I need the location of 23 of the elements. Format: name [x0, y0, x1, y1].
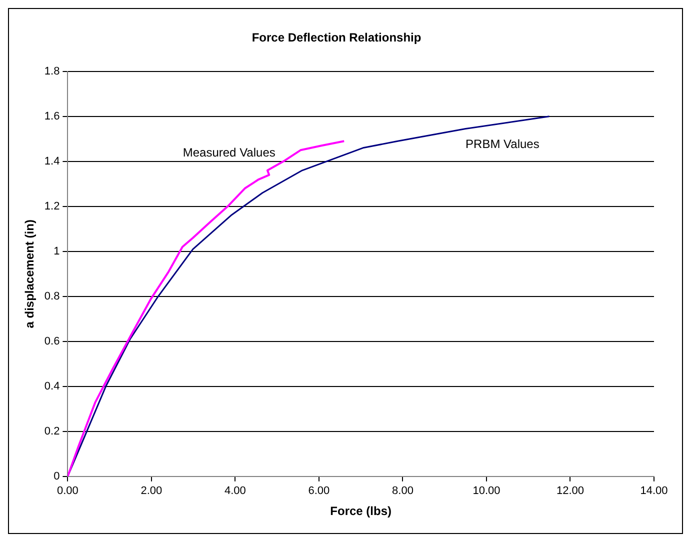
x-tick-label: 14.00	[640, 485, 668, 498]
y-tick-label: 0.4	[44, 380, 60, 392]
y-tick-label: 0	[54, 470, 60, 482]
y-tick-label: 1.6	[44, 110, 60, 122]
x-tick-label: 6.00	[308, 485, 330, 498]
y-tick-label: 0.2	[44, 425, 60, 438]
x-tick-label: 10.00	[472, 485, 500, 498]
chart-title: Force Deflection Relationship	[252, 30, 422, 45]
y-tick-label: 0.8	[44, 290, 60, 302]
y-tick-label: 1.4	[44, 155, 60, 168]
x-tick-label: 8.00	[392, 485, 414, 498]
y-tick-label: 0.6	[44, 335, 60, 348]
y-axis-title: a displacement (in)	[22, 220, 37, 328]
x-axis-title: Force (lbs)	[330, 504, 392, 518]
y-tick-label: 1.2	[44, 200, 60, 212]
series-label: Measured Values	[182, 146, 276, 160]
series-label: PRBM Values	[466, 137, 540, 152]
y-tick-label: 1	[54, 245, 60, 258]
x-tick-label: 12.00	[556, 485, 584, 498]
x-tick-label: 2.00	[140, 485, 162, 498]
x-tick-label: 0.00	[56, 485, 78, 498]
y-tick-label: 1.8	[44, 65, 60, 78]
x-tick-label: 4.00	[224, 485, 246, 498]
